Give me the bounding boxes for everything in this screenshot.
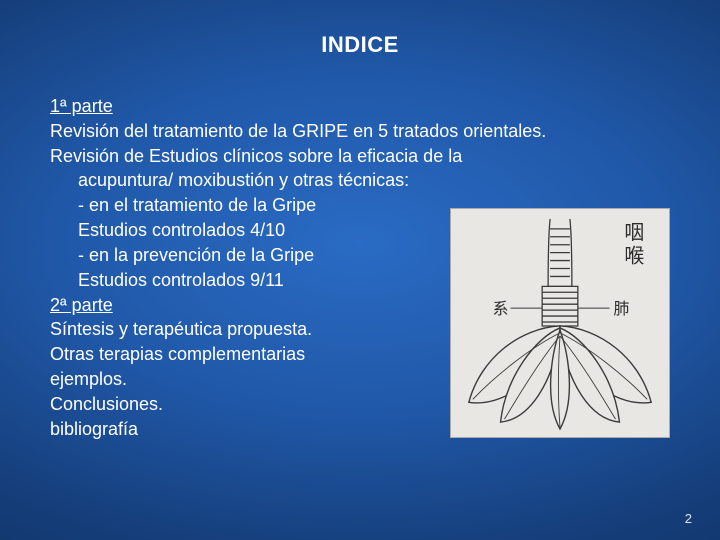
page-title: INDICE [50,32,670,58]
illustration-svg: 咽 喉 系 肺 [451,209,669,437]
part1-heading: 1ª parte [50,94,670,119]
figure-side-glyph-left: 系 [493,300,509,318]
part1-sub: acupuntura/ moxibustión y otras técnicas… [50,168,670,193]
page-number: 2 [685,511,692,526]
illustration: 咽 喉 系 肺 [450,208,670,438]
part1-line: Revisión de Estudios clínicos sobre la e… [50,144,670,169]
figure-caption-glyph: 喉 [624,246,644,268]
figure-caption-glyph: 咽 [624,222,644,244]
figure-side-glyph-right: 肺 [614,300,630,318]
part1-line: Revisión del tratamiento de la GRIPE en … [50,119,670,144]
slide: INDICE 1ª parte Revisión del tratamiento… [0,0,720,540]
